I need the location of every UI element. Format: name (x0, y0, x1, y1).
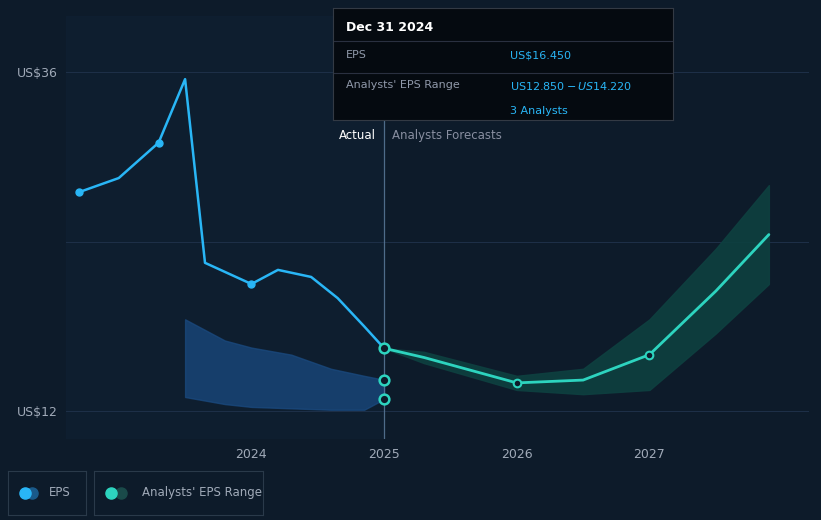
Text: Dec 31 2024: Dec 31 2024 (346, 21, 433, 34)
Text: EPS: EPS (346, 50, 367, 60)
Text: Analysts Forecasts: Analysts Forecasts (392, 129, 502, 142)
Text: US$16.450: US$16.450 (510, 50, 571, 60)
Bar (66, 16, 384, 439)
Text: Analysts' EPS Range: Analysts' EPS Range (141, 486, 262, 499)
Text: Analysts' EPS Range: Analysts' EPS Range (346, 81, 460, 90)
Text: Actual: Actual (339, 129, 376, 142)
Text: EPS: EPS (48, 486, 71, 499)
Text: US$12.850 - US$14.220: US$12.850 - US$14.220 (510, 81, 632, 93)
Text: 3 Analysts: 3 Analysts (510, 106, 567, 116)
